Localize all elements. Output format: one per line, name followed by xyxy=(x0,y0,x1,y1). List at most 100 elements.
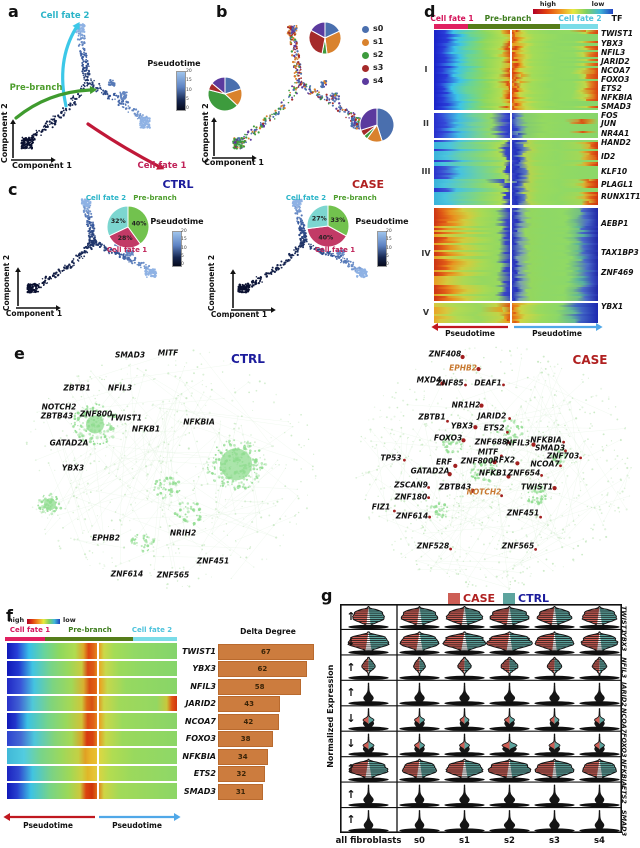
network-node xyxy=(85,444,88,447)
network-node xyxy=(125,423,127,425)
network-node xyxy=(412,440,414,443)
cell-point xyxy=(291,29,293,31)
heatmap-row xyxy=(434,76,598,80)
network-node xyxy=(440,385,442,387)
network-node xyxy=(129,487,131,489)
network-cluster-node xyxy=(244,463,248,467)
network-cluster-node xyxy=(173,512,177,515)
network-node xyxy=(141,429,143,431)
network-node xyxy=(493,408,496,410)
network-node xyxy=(252,401,254,403)
network-node xyxy=(407,543,410,546)
cell-point xyxy=(65,267,68,269)
network-node xyxy=(134,502,136,504)
cell-point xyxy=(80,255,83,258)
cell-point xyxy=(86,224,89,228)
network-node xyxy=(393,433,395,436)
network-node xyxy=(455,573,458,575)
network-node xyxy=(307,438,310,441)
network-node xyxy=(578,514,580,516)
network-cluster-node xyxy=(100,415,103,418)
cell-point xyxy=(86,223,89,226)
heatmap-group-II xyxy=(434,112,598,138)
case-cell-fate-2-label: Cell fate 2 xyxy=(285,194,327,202)
network-node xyxy=(602,520,605,523)
cell-point xyxy=(298,228,301,231)
network-edge xyxy=(566,429,585,455)
network-node xyxy=(467,480,469,483)
network-node xyxy=(399,435,402,438)
cell-point xyxy=(86,62,90,65)
network-node xyxy=(535,421,538,423)
network-node xyxy=(290,434,293,437)
cell-point xyxy=(347,263,350,266)
cell-point xyxy=(135,114,139,118)
arrow-head xyxy=(252,155,257,161)
network-node xyxy=(624,426,627,428)
network-node xyxy=(275,393,278,396)
network-node xyxy=(96,543,99,546)
network-node xyxy=(381,416,383,418)
network-cluster-node xyxy=(258,467,261,469)
tick-label: 5 xyxy=(386,253,389,259)
cell-point xyxy=(42,126,45,128)
network-cluster-node xyxy=(73,423,76,426)
cell-point xyxy=(91,224,94,227)
network-edge xyxy=(376,444,388,521)
network-cluster-node xyxy=(79,416,82,418)
network-node xyxy=(271,445,274,448)
network-node xyxy=(50,449,52,451)
network-cluster-node xyxy=(78,421,81,423)
heatmap-row xyxy=(434,81,598,84)
network-node xyxy=(410,522,412,525)
heatmap-row xyxy=(434,202,598,205)
network-node xyxy=(440,398,443,400)
network-node xyxy=(371,511,374,514)
cell-point xyxy=(81,64,84,67)
network-cluster-node xyxy=(495,473,498,476)
network-cluster-node xyxy=(196,514,198,517)
network-cluster-node xyxy=(256,468,259,471)
network-cluster-node xyxy=(470,475,473,478)
network-node xyxy=(515,414,518,416)
cell-point xyxy=(294,205,297,209)
network-node xyxy=(371,445,374,448)
cell-point xyxy=(80,85,83,88)
cell-point xyxy=(49,123,51,126)
network-node xyxy=(385,416,388,419)
network-node xyxy=(566,504,568,506)
cell-point xyxy=(57,115,60,118)
network-cluster-node xyxy=(235,458,238,462)
cell-point xyxy=(336,250,339,253)
network-edge xyxy=(177,501,263,582)
network-cluster-node xyxy=(50,498,53,501)
network-node xyxy=(558,486,561,488)
heatmap-row xyxy=(434,194,598,197)
network-node xyxy=(463,408,465,411)
network-node xyxy=(378,515,381,518)
network-node xyxy=(144,369,147,372)
network-node xyxy=(412,530,414,532)
cell-point xyxy=(43,128,46,131)
cell-point xyxy=(253,131,256,133)
cell-point xyxy=(80,56,84,60)
network-node xyxy=(520,563,523,566)
network-cluster-node xyxy=(475,473,479,477)
network-node xyxy=(600,387,603,390)
tick-label: 10 xyxy=(386,245,392,251)
cell-point xyxy=(354,124,356,126)
cell-point xyxy=(297,57,300,59)
cell-point xyxy=(272,115,275,118)
network-node xyxy=(403,509,406,512)
network-node xyxy=(422,468,425,470)
network-node xyxy=(546,538,548,540)
network-node xyxy=(355,477,357,479)
network-node xyxy=(566,525,568,527)
cell-point xyxy=(83,78,85,80)
network-cluster-node xyxy=(207,468,209,470)
cell-point xyxy=(361,269,365,272)
cell-point xyxy=(274,111,277,114)
network-node xyxy=(390,498,393,501)
network-node xyxy=(567,403,569,405)
